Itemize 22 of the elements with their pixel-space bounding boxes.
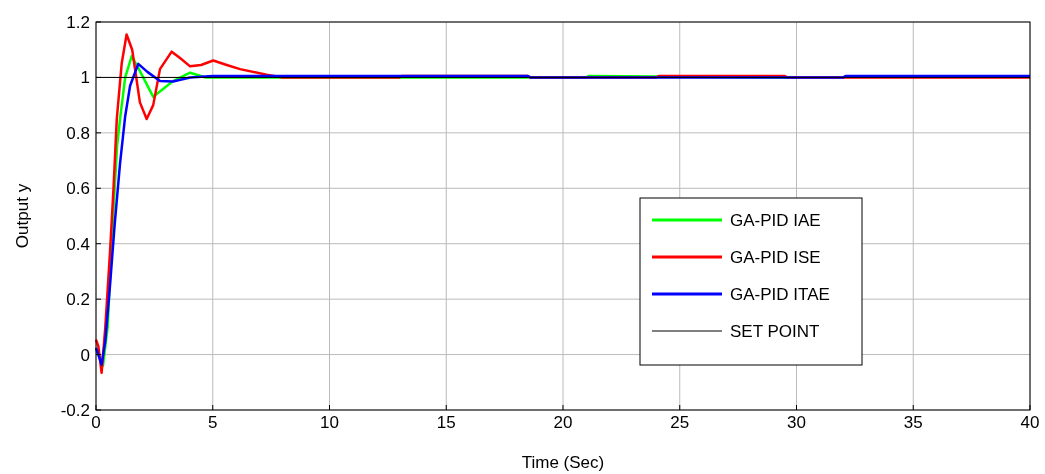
y-tick-label: 0.2	[66, 290, 90, 310]
x-tick-label: 5	[208, 413, 218, 432]
x-tick-label: 20	[553, 413, 573, 432]
y-tick-label: 0.4	[66, 234, 90, 254]
y-tick-label: 0.6	[66, 179, 90, 199]
y-axis-title: Output y	[13, 183, 32, 249]
y-tick-label: 1	[80, 68, 90, 88]
x-tick-label: 15	[436, 413, 456, 432]
y-tick-label: 1.2	[66, 13, 90, 32]
x-tick-label: 35	[903, 413, 923, 432]
y-tick-label: -0.2	[60, 401, 90, 420]
y-tick-label: 0	[80, 345, 90, 365]
x-tick-label: 10	[320, 413, 339, 432]
legend-label: GA-PID ISE	[730, 248, 821, 267]
x-axis-title: Time (Sec)	[521, 453, 605, 472]
x-tick-label: 30	[787, 413, 806, 432]
legend-label: GA-PID IAE	[730, 211, 821, 230]
legend-label: GA-PID ITAE	[730, 285, 830, 304]
y-tick-label: 0.8	[66, 123, 90, 143]
x-tick-label: 25	[670, 413, 690, 432]
x-tick-label: 40	[1020, 413, 1040, 432]
legend-label: SET POINT	[730, 322, 820, 341]
